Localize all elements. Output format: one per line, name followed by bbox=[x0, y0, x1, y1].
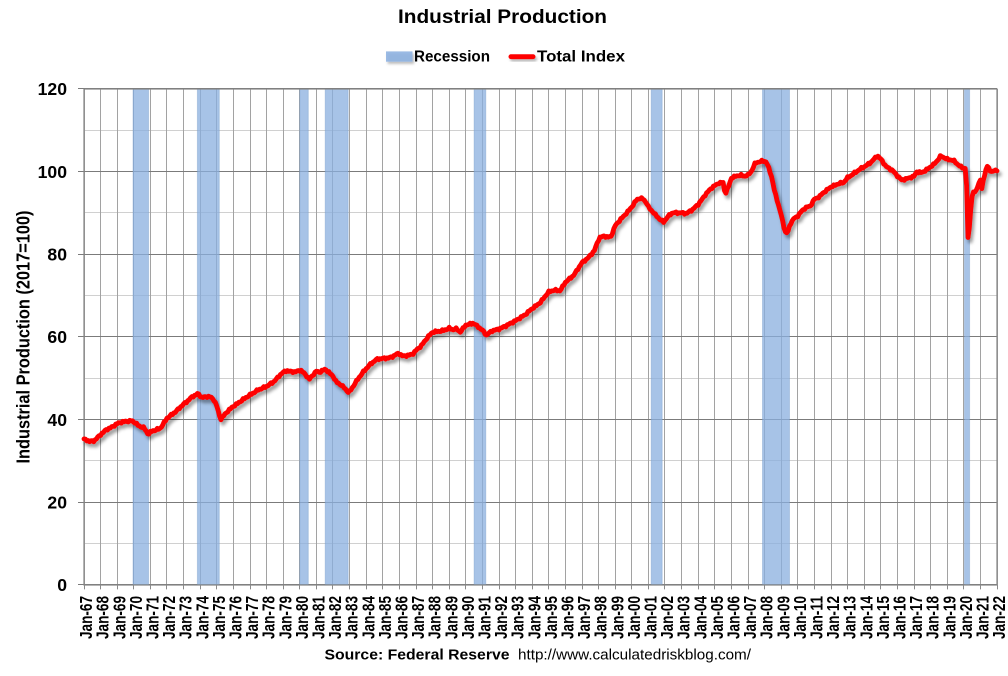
svg-text:Jan-01: Jan-01 bbox=[641, 596, 661, 639]
svg-text:Industrial Production (2017=10: Industrial Production (2017=100) bbox=[14, 210, 34, 463]
svg-text:Jan-90: Jan-90 bbox=[458, 596, 478, 639]
svg-text:Jan-15: Jan-15 bbox=[873, 596, 893, 639]
svg-text:Jan-92: Jan-92 bbox=[491, 596, 511, 639]
svg-text:Jan-17: Jan-17 bbox=[906, 596, 926, 639]
svg-text:120: 120 bbox=[38, 79, 68, 99]
svg-text:Jan-18: Jan-18 bbox=[923, 596, 943, 639]
svg-text:http://www.calculatedriskblog.: http://www.calculatedriskblog.com/ bbox=[518, 648, 752, 664]
svg-text:Jan-72: Jan-72 bbox=[159, 596, 179, 639]
svg-text:Jan-97: Jan-97 bbox=[574, 596, 594, 639]
svg-text:Jan-83: Jan-83 bbox=[342, 596, 362, 639]
svg-text:Jan-75: Jan-75 bbox=[209, 596, 229, 639]
svg-text:Jan-22: Jan-22 bbox=[989, 596, 1008, 639]
svg-text:Jan-13: Jan-13 bbox=[840, 596, 860, 639]
svg-text:Jan-73: Jan-73 bbox=[176, 596, 196, 639]
svg-text:Source: Federal Reserve: Source: Federal Reserve bbox=[325, 647, 510, 664]
svg-text:Jan-91: Jan-91 bbox=[475, 596, 495, 639]
svg-text:Industrial Production: Industrial Production bbox=[398, 7, 607, 28]
svg-text:Jan-70: Jan-70 bbox=[126, 596, 146, 639]
svg-text:Jan-77: Jan-77 bbox=[242, 596, 262, 639]
svg-text:Jan-94: Jan-94 bbox=[524, 596, 544, 639]
svg-text:Jan-71: Jan-71 bbox=[143, 596, 163, 639]
svg-text:Jan-95: Jan-95 bbox=[541, 596, 561, 639]
svg-text:Jan-88: Jan-88 bbox=[425, 596, 445, 639]
svg-text:Jan-76: Jan-76 bbox=[226, 596, 246, 639]
svg-text:Jan-69: Jan-69 bbox=[109, 596, 129, 639]
svg-text:Jan-19: Jan-19 bbox=[939, 596, 959, 639]
svg-text:Jan-20: Jan-20 bbox=[956, 596, 976, 639]
svg-text:Jan-03: Jan-03 bbox=[674, 596, 694, 639]
svg-text:80: 80 bbox=[47, 245, 67, 265]
svg-text:Jan-14: Jan-14 bbox=[856, 596, 876, 639]
svg-text:Jan-12: Jan-12 bbox=[823, 596, 843, 639]
svg-text:Jan-00: Jan-00 bbox=[624, 596, 644, 639]
svg-text:Jan-08: Jan-08 bbox=[757, 596, 777, 639]
svg-text:Jan-09: Jan-09 bbox=[773, 596, 793, 639]
svg-text:Jan-93: Jan-93 bbox=[508, 596, 528, 639]
svg-text:Jan-05: Jan-05 bbox=[707, 596, 727, 639]
svg-text:Jan-80: Jan-80 bbox=[292, 596, 312, 639]
svg-text:Jan-11: Jan-11 bbox=[807, 596, 827, 639]
svg-text:Jan-98: Jan-98 bbox=[591, 596, 611, 639]
svg-text:Jan-68: Jan-68 bbox=[93, 596, 113, 639]
svg-text:Jan-86: Jan-86 bbox=[392, 596, 412, 639]
svg-text:Jan-79: Jan-79 bbox=[275, 596, 295, 639]
svg-text:Jan-78: Jan-78 bbox=[259, 596, 279, 639]
svg-text:0: 0 bbox=[57, 575, 67, 595]
svg-text:Jan-87: Jan-87 bbox=[408, 596, 428, 639]
svg-text:60: 60 bbox=[47, 327, 67, 347]
svg-text:Jan-82: Jan-82 bbox=[325, 596, 345, 639]
svg-text:Jan-06: Jan-06 bbox=[724, 596, 744, 639]
svg-text:Total Index: Total Index bbox=[537, 49, 625, 66]
svg-text:Jan-96: Jan-96 bbox=[558, 596, 578, 639]
svg-text:Jan-07: Jan-07 bbox=[740, 596, 760, 639]
svg-text:Jan-21: Jan-21 bbox=[973, 596, 993, 639]
svg-text:Recession: Recession bbox=[414, 49, 490, 66]
svg-text:20: 20 bbox=[47, 493, 67, 513]
svg-text:Jan-81: Jan-81 bbox=[309, 596, 329, 639]
svg-text:Jan-67: Jan-67 bbox=[76, 596, 96, 639]
svg-text:Jan-02: Jan-02 bbox=[657, 596, 677, 639]
svg-text:Jan-74: Jan-74 bbox=[192, 596, 212, 639]
svg-text:Jan-16: Jan-16 bbox=[890, 596, 910, 639]
svg-text:100: 100 bbox=[38, 162, 68, 182]
svg-text:Jan-84: Jan-84 bbox=[358, 596, 378, 639]
svg-text:Jan-10: Jan-10 bbox=[790, 596, 810, 639]
svg-text:Jan-04: Jan-04 bbox=[690, 596, 710, 639]
svg-text:Jan-99: Jan-99 bbox=[607, 596, 627, 639]
svg-text:Jan-85: Jan-85 bbox=[375, 596, 395, 639]
svg-text:Jan-89: Jan-89 bbox=[441, 596, 461, 639]
svg-text:40: 40 bbox=[47, 410, 67, 430]
